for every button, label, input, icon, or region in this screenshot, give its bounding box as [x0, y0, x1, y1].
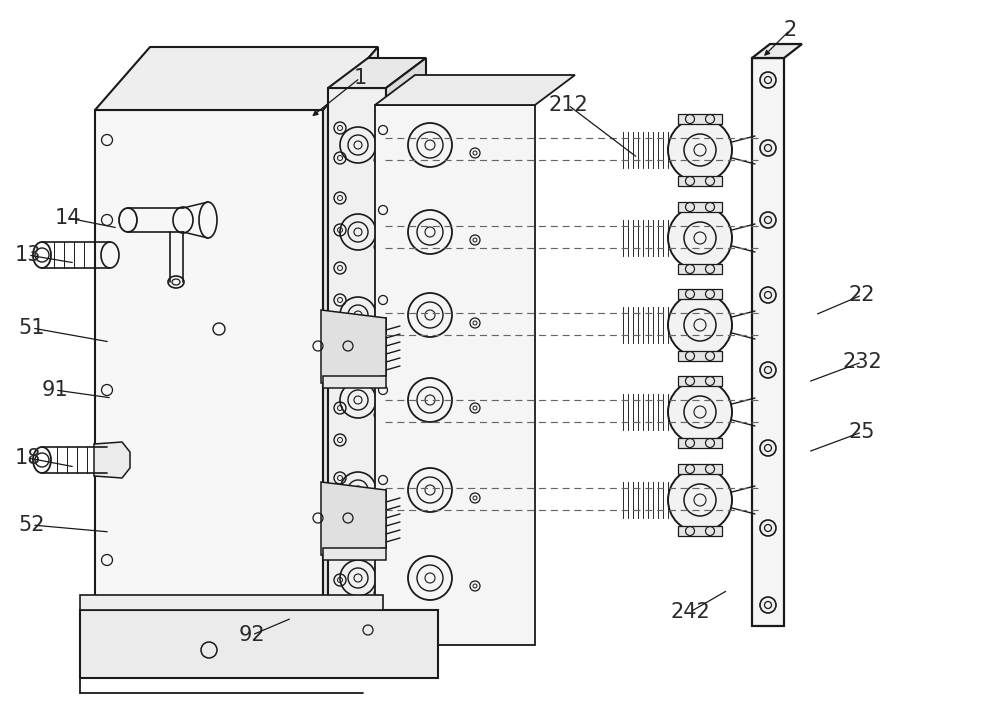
- Polygon shape: [678, 114, 722, 124]
- Text: 1: 1: [353, 68, 367, 88]
- Text: 212: 212: [548, 95, 588, 115]
- Polygon shape: [323, 490, 386, 548]
- Circle shape: [760, 362, 776, 378]
- Circle shape: [668, 293, 732, 357]
- Circle shape: [668, 118, 732, 182]
- Polygon shape: [678, 202, 722, 212]
- Text: 51: 51: [19, 318, 45, 338]
- Polygon shape: [323, 548, 386, 560]
- Polygon shape: [321, 310, 386, 383]
- Text: 232: 232: [842, 352, 882, 372]
- Text: 14: 14: [55, 208, 81, 228]
- Polygon shape: [321, 482, 386, 555]
- Text: 13: 13: [15, 245, 41, 265]
- Circle shape: [760, 212, 776, 228]
- Polygon shape: [323, 318, 386, 376]
- Polygon shape: [678, 176, 722, 186]
- Text: 2: 2: [783, 20, 797, 40]
- Circle shape: [760, 72, 776, 88]
- Text: 52: 52: [19, 515, 45, 535]
- Polygon shape: [94, 442, 130, 478]
- Circle shape: [760, 440, 776, 456]
- Circle shape: [760, 520, 776, 536]
- Circle shape: [668, 468, 732, 532]
- Polygon shape: [678, 264, 722, 274]
- Polygon shape: [678, 289, 722, 299]
- Polygon shape: [678, 351, 722, 361]
- Polygon shape: [386, 58, 426, 630]
- Text: 91: 91: [42, 380, 68, 400]
- Circle shape: [760, 287, 776, 303]
- Polygon shape: [678, 376, 722, 386]
- Circle shape: [668, 206, 732, 270]
- Text: 242: 242: [670, 602, 710, 622]
- Polygon shape: [323, 376, 386, 388]
- Circle shape: [668, 380, 732, 444]
- Polygon shape: [80, 610, 438, 678]
- Text: 92: 92: [239, 625, 265, 645]
- Polygon shape: [678, 526, 722, 536]
- Polygon shape: [752, 58, 784, 626]
- Polygon shape: [85, 608, 388, 668]
- Text: 22: 22: [849, 285, 875, 305]
- Text: 18: 18: [15, 448, 41, 468]
- Polygon shape: [80, 595, 383, 610]
- Circle shape: [760, 597, 776, 613]
- Polygon shape: [323, 47, 378, 608]
- Text: 25: 25: [849, 422, 875, 442]
- Polygon shape: [95, 47, 378, 110]
- Polygon shape: [678, 438, 722, 448]
- Circle shape: [760, 140, 776, 156]
- Polygon shape: [678, 464, 722, 474]
- Polygon shape: [375, 75, 575, 105]
- Polygon shape: [752, 44, 802, 58]
- Polygon shape: [375, 105, 535, 645]
- Polygon shape: [328, 58, 426, 88]
- Polygon shape: [95, 110, 323, 608]
- Polygon shape: [328, 88, 386, 630]
